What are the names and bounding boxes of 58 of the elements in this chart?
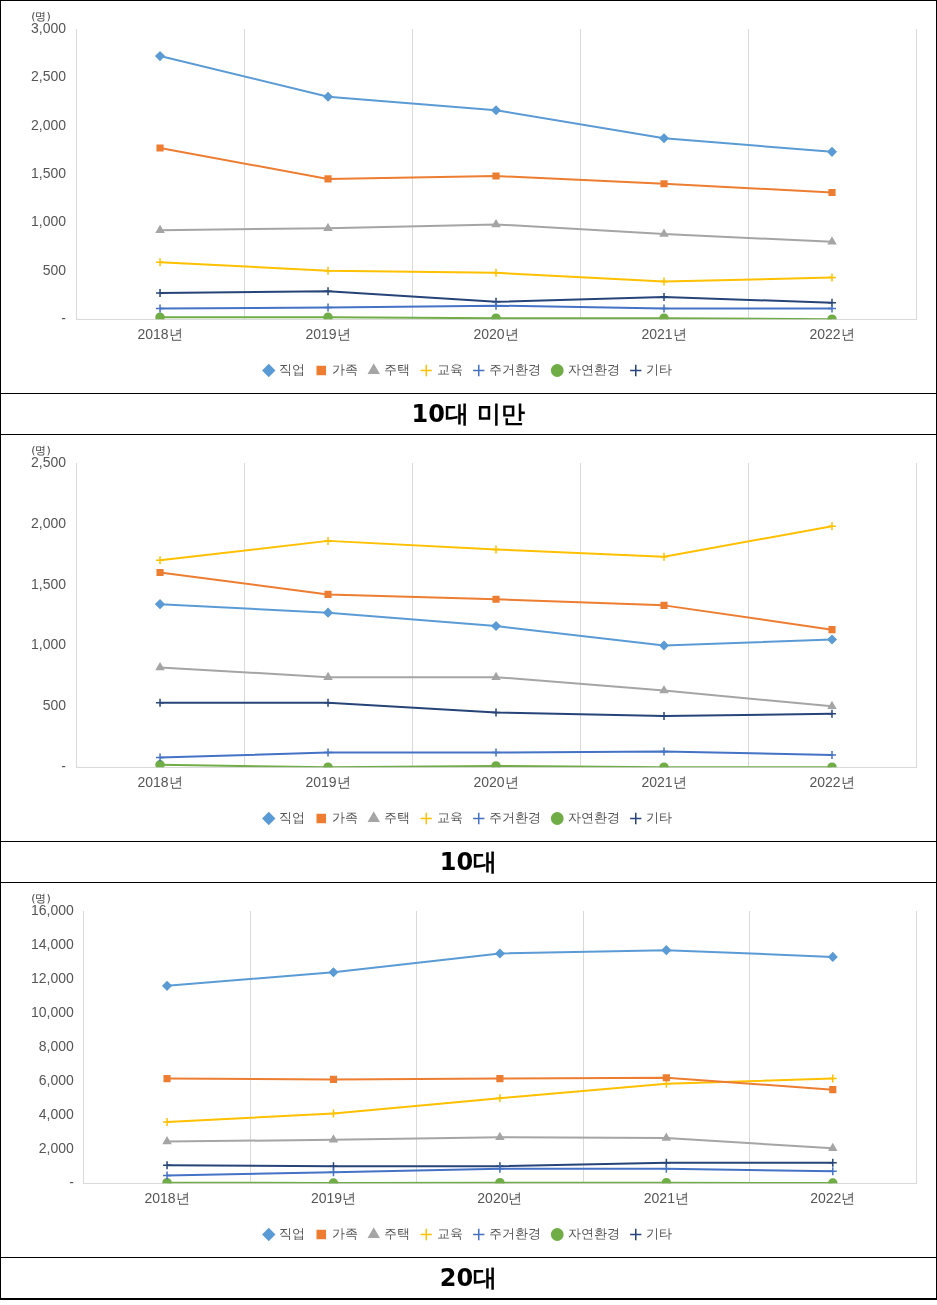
text: 20대 — [1, 1258, 936, 1299]
x-tick-label: 2019년 — [305, 774, 351, 791]
y-tick-label: 1,500 — [30, 164, 67, 181]
x-tick-label: 2021년 — [643, 1190, 689, 1207]
legend-label: 가족 — [331, 1225, 358, 1241]
x-tick-label: 2022년 — [809, 774, 855, 791]
x-tick-label: 2022년 — [809, 326, 855, 343]
y-tick-label: 500 — [42, 697, 67, 714]
y-tick-label: 4,000 — [38, 1106, 75, 1123]
y-tick-label: 500 — [42, 261, 67, 278]
y-tick-label: 1,000 — [30, 213, 67, 230]
y-tick-label: 2,000 — [38, 1140, 75, 1157]
legend-label: 교육 — [436, 1225, 463, 1241]
y-tick-label: 2,000 — [30, 514, 67, 531]
x-tick-label: 2021년 — [641, 774, 687, 791]
y-tick-label: 1,500 — [30, 575, 67, 592]
legend-label: 기타 — [646, 809, 673, 825]
x-tick-label: 2018년 — [137, 774, 183, 791]
legend-label: 교육 — [436, 361, 463, 377]
x-tick-label: 2019년 — [310, 1190, 357, 1207]
y-tick-label: 2,500 — [30, 68, 67, 85]
x-tick-label: 2018년 — [144, 1190, 190, 1207]
legend-label: 직업 — [279, 361, 306, 377]
legend-label: 기타 — [646, 1225, 673, 1241]
y-tick-label: 14,000 — [30, 935, 75, 952]
y-tick-label: 2,000 — [30, 116, 67, 133]
text: 10대 미만 — [1, 394, 936, 435]
x-tick-label: 2019년 — [305, 326, 351, 343]
y-tick-label: 8,000 — [38, 1037, 75, 1054]
x-tick-label: 2020년 — [473, 774, 519, 791]
x-tick-label: 2020년 — [473, 326, 519, 343]
x-tick-label: 2022년 — [810, 1190, 856, 1207]
y-tick-label: - — [61, 758, 67, 775]
legend-label: 직업 — [279, 1225, 306, 1241]
legend-label: 교육 — [436, 809, 463, 825]
legend-label: 자연환경 — [567, 809, 620, 825]
y-tick-label: 6,000 — [38, 1071, 75, 1088]
legend-label: 기타 — [646, 361, 673, 377]
legend-label: 주택 — [384, 361, 411, 377]
legend-label: 주거환경 — [489, 1225, 542, 1241]
y-tick-label: 1,000 — [30, 636, 67, 653]
legend-label: 가족 — [331, 809, 358, 825]
legend-label: 주거환경 — [489, 361, 542, 377]
legend-label: 주거환경 — [489, 809, 542, 825]
x-tick-label: 2020년 — [477, 1190, 523, 1207]
legend-label: 직업 — [279, 809, 306, 825]
y-tick-label: 12,000 — [30, 969, 75, 986]
legend-label: 주택 — [384, 809, 411, 825]
y-tick-label: - — [69, 1174, 75, 1191]
y-tick-label: 10,000 — [30, 1003, 75, 1020]
legend-label: 자연환경 — [567, 1225, 620, 1241]
x-tick-label: 2021년 — [641, 326, 687, 343]
legend-label: 자연환경 — [567, 361, 620, 377]
text: 10대 — [1, 842, 936, 883]
x-tick-label: 2018년 — [137, 326, 183, 343]
legend-label: 주택 — [384, 1225, 411, 1241]
legend-label: 가족 — [331, 361, 358, 377]
y-tick-label: - — [61, 310, 67, 327]
